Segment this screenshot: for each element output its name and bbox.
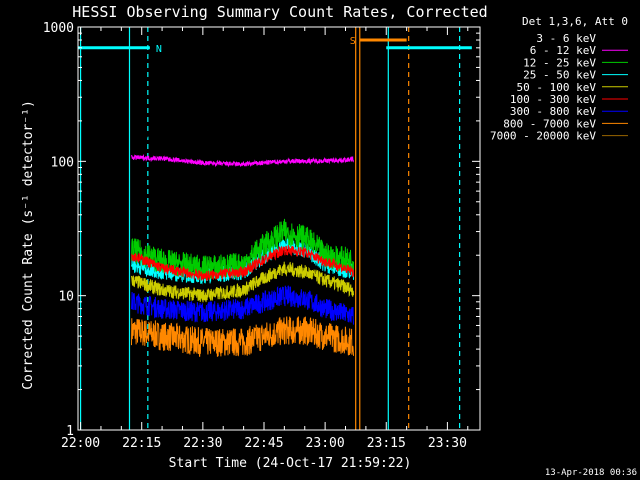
chart-title: HESSI Observing Summary Count Rates, Cor… <box>72 3 487 21</box>
legend-entry-label: 6 - 12 keV <box>530 44 597 57</box>
plot-frame <box>77 26 481 431</box>
x-tick-label: 23:00 <box>306 436 345 451</box>
legend-entry-label: 100 - 300 keV <box>510 93 596 106</box>
series-line-2 <box>131 218 354 281</box>
plot-area: NS <box>78 27 472 430</box>
y-tick-label: 100 <box>51 155 74 170</box>
x-axis-label: Start Time (24-Oct-17 21:59:22) <box>169 456 412 471</box>
flag-label-2: S <box>350 36 356 47</box>
y-tick-label: 10 <box>58 290 74 305</box>
y-axis-label: Corrected Count Rate (s⁻¹ detector⁻¹) <box>21 100 36 390</box>
legend-entry-label: 50 - 100 keV <box>517 81 597 94</box>
series-line-5 <box>131 245 354 281</box>
axes: 1 10 100 1000 22:00 22:15 22:30 22:45 23:00 23:15… <box>43 21 481 451</box>
series-line-0 <box>131 131 354 140</box>
flag-label-0: N <box>156 44 162 55</box>
series-line-7 <box>131 316 354 357</box>
x-tick-label: 22:30 <box>183 436 222 451</box>
series-line-4 <box>131 261 354 303</box>
x-tick-label: 23:30 <box>428 436 467 451</box>
legend-entry-label: 7000 - 20000 keV <box>490 130 596 143</box>
legend-entry-label: 25 - 50 keV <box>523 69 596 82</box>
x-tick-label: 23:15 <box>367 436 406 451</box>
legend-entry-label: 300 - 800 keV <box>510 105 596 118</box>
x-tick-label: 22:00 <box>61 436 100 451</box>
series-line-6 <box>131 285 354 325</box>
x-tick-label: 22:15 <box>122 436 161 451</box>
legend-entry-label: 3 - 6 keV <box>536 32 596 45</box>
x-tick-label: 22:45 <box>244 436 283 451</box>
legend-header: Det 1,3,6, Att 0 <box>522 15 628 28</box>
y-tick-label: 1000 <box>43 21 74 36</box>
legend-entry-label: 800 - 7000 keV <box>503 117 596 130</box>
y-tick-label: 1 <box>66 424 74 439</box>
timestamp: 13-Apr-2018 00:36 <box>545 468 637 478</box>
series-line-1 <box>131 153 354 168</box>
legend-entry-label: 12 - 25 keV <box>523 56 596 69</box>
